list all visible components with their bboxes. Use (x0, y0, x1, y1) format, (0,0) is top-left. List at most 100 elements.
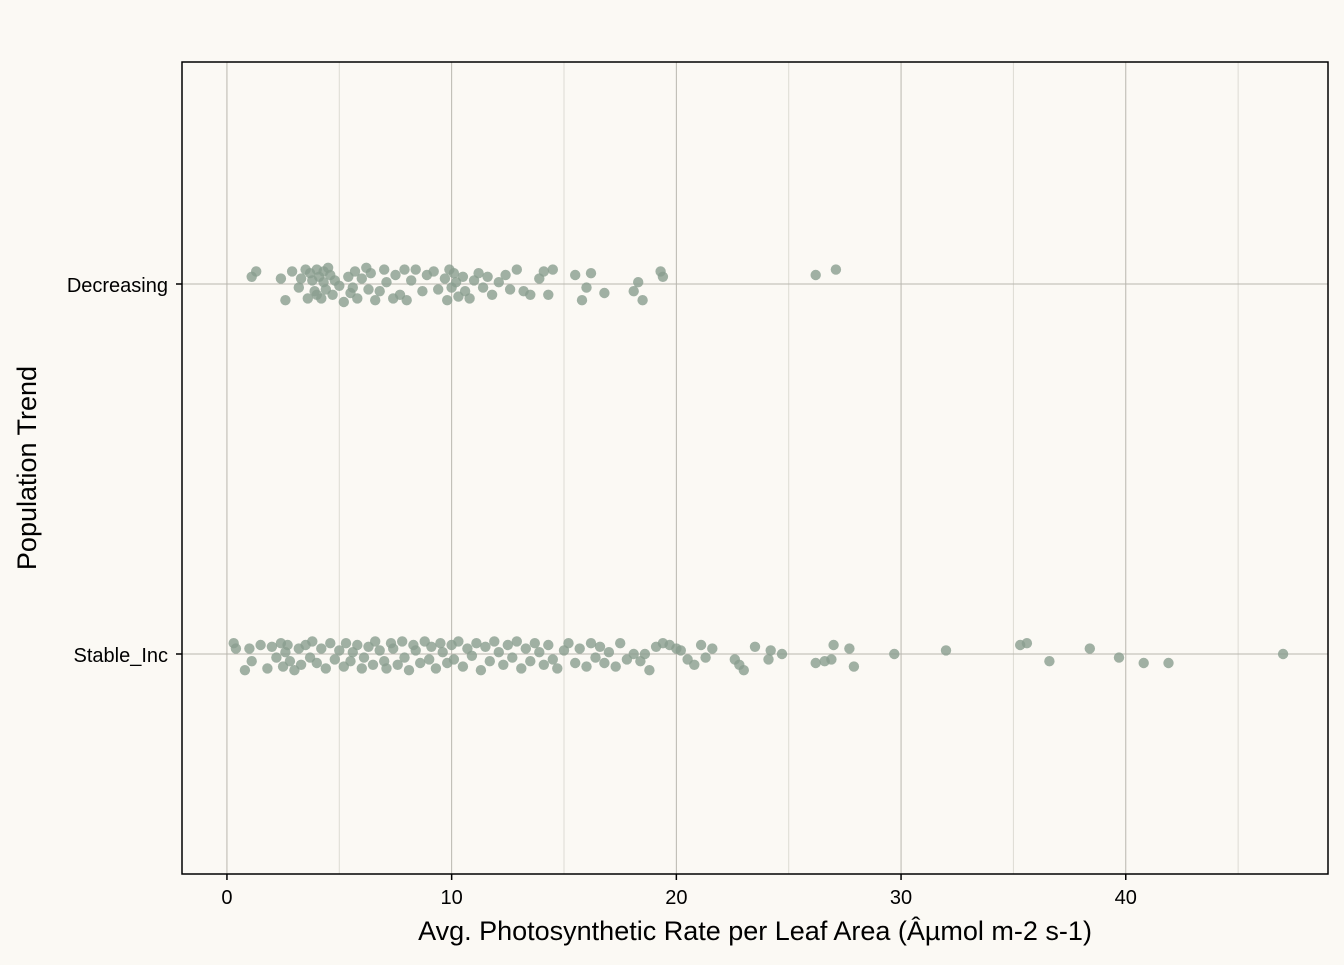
data-point (628, 286, 639, 297)
data-point (570, 269, 581, 281)
data-point (230, 643, 242, 654)
data-point (644, 665, 655, 676)
data-point (433, 284, 444, 295)
data-point (442, 295, 453, 306)
data-point (457, 661, 469, 672)
data-point (1113, 652, 1125, 663)
data-point (520, 643, 531, 654)
data-point (700, 652, 711, 663)
data-point (370, 295, 381, 306)
data-point (329, 654, 340, 665)
data-point (830, 264, 842, 275)
data-point (280, 295, 291, 306)
data-points (228, 262, 1289, 676)
data-point (695, 639, 707, 651)
data-point (363, 284, 374, 295)
data-point (457, 271, 469, 282)
x-tick-label: 30 (890, 887, 912, 909)
data-point (293, 282, 304, 293)
data-point (295, 659, 307, 670)
x-tick-label: 40 (1115, 887, 1137, 909)
data-point (615, 638, 626, 649)
data-point (406, 275, 417, 286)
data-point (471, 638, 482, 649)
data-point (563, 638, 574, 649)
data-point (482, 271, 493, 282)
data-point (763, 654, 774, 665)
data-point (538, 266, 549, 277)
data-point (325, 638, 336, 649)
data-point (810, 657, 821, 669)
data-point (255, 639, 266, 651)
data-point (547, 264, 558, 275)
data-point (352, 639, 363, 651)
data-point (426, 641, 437, 652)
data-point (1163, 657, 1174, 669)
x-axis: 0 10 20 30 40 (221, 874, 1137, 909)
data-point (477, 282, 489, 293)
data-point (1044, 656, 1055, 667)
data-point (390, 269, 401, 281)
data-point (430, 663, 442, 674)
data-point (284, 656, 296, 667)
data-point (486, 289, 498, 300)
data-point (534, 647, 545, 658)
data-point (295, 273, 307, 284)
data-point (576, 295, 588, 306)
data-point (251, 266, 262, 277)
data-point (844, 643, 855, 654)
data-point (338, 296, 349, 308)
data-point (311, 657, 322, 669)
data-point (749, 641, 761, 652)
data-point (543, 289, 554, 300)
data-point (388, 643, 399, 654)
data-point (628, 648, 639, 660)
data-point (464, 293, 475, 304)
x-tick-label: 0 (221, 887, 232, 909)
data-point (1084, 643, 1096, 654)
data-point (502, 639, 513, 651)
data-point (246, 656, 257, 667)
data-point (399, 652, 410, 663)
data-point (848, 661, 860, 672)
data-point (689, 659, 700, 670)
data-point (484, 656, 495, 667)
data-point (599, 287, 610, 299)
data-point (940, 645, 952, 656)
data-point (603, 647, 615, 658)
data-point (570, 657, 581, 669)
data-point (381, 663, 392, 674)
data-point (244, 643, 255, 654)
data-point (381, 277, 392, 288)
data-point (334, 645, 345, 656)
grid-lines (182, 62, 1328, 874)
data-point (529, 638, 540, 649)
y-tick-label: Stable_Inc (73, 645, 168, 667)
data-point (399, 264, 410, 275)
data-point (374, 286, 385, 297)
data-point (594, 641, 606, 652)
data-point (365, 268, 376, 279)
data-point (543, 639, 554, 651)
data-point (397, 636, 408, 647)
data-point (498, 659, 509, 670)
data-point (581, 282, 592, 293)
data-point (552, 663, 563, 674)
data-point (448, 268, 460, 279)
data-point (262, 663, 273, 674)
data-point (428, 266, 439, 277)
data-point (334, 280, 345, 291)
data-point (504, 284, 516, 295)
data-point (599, 657, 610, 669)
data-point (286, 266, 298, 277)
data-point (889, 648, 900, 660)
data-point (349, 266, 361, 277)
data-point (738, 665, 749, 676)
data-point (439, 273, 451, 284)
data-point (401, 295, 412, 306)
data-point (547, 654, 558, 665)
data-point (675, 645, 686, 656)
data-point (516, 663, 527, 674)
data-point (511, 636, 522, 647)
